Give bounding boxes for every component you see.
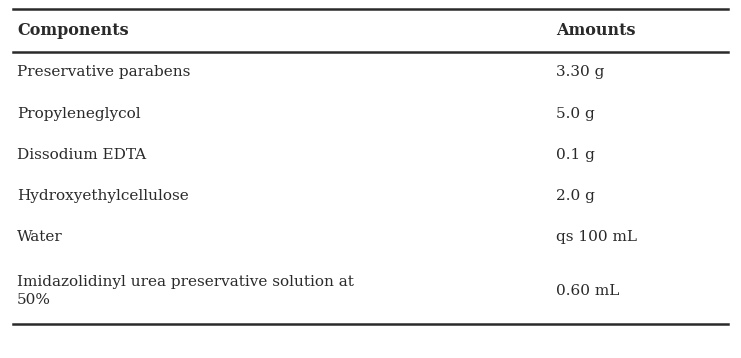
Text: qs 100 mL: qs 100 mL [556,230,637,244]
Text: Propyleneglycol: Propyleneglycol [17,107,141,121]
Text: Water: Water [17,230,63,244]
Text: Imidazolidinyl urea preservative solution at
50%: Imidazolidinyl urea preservative solutio… [17,275,354,306]
Text: Preservative parabens: Preservative parabens [17,66,190,79]
Text: Components: Components [17,22,129,39]
Text: 3.30 g: 3.30 g [556,66,604,79]
Text: Dissodium EDTA: Dissodium EDTA [17,148,146,162]
Text: Amounts: Amounts [556,22,635,39]
Text: 0.60 mL: 0.60 mL [556,284,619,298]
Text: Hydroxyethylcellulose: Hydroxyethylcellulose [17,189,189,203]
Text: 5.0 g: 5.0 g [556,107,594,121]
Text: 2.0 g: 2.0 g [556,189,594,203]
Text: 0.1 g: 0.1 g [556,148,594,162]
